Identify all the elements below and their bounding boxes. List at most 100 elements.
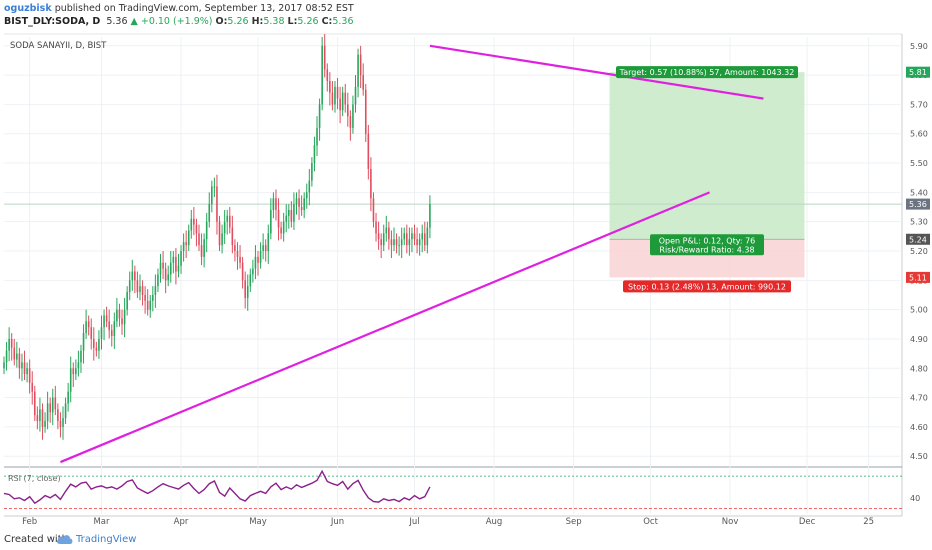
candle-body xyxy=(28,368,31,383)
candle-body xyxy=(357,54,359,87)
x-tick-label: May xyxy=(249,517,267,527)
candle-body xyxy=(108,321,110,331)
candle-body xyxy=(408,239,411,246)
candle-body xyxy=(41,409,44,427)
y-tick-label: 5.60 xyxy=(910,130,928,139)
candle-body xyxy=(231,227,234,246)
y-tick-label: 5.90 xyxy=(910,42,928,51)
candle-body xyxy=(216,186,218,222)
y-tick-label: 5.50 xyxy=(910,159,928,168)
y-tick-label: 5.00 xyxy=(910,306,928,315)
candle-body xyxy=(105,315,108,322)
candle-body xyxy=(177,265,180,272)
candle-body xyxy=(3,362,5,369)
candle-body xyxy=(423,233,426,246)
candle-body xyxy=(54,397,57,410)
publish-line: oguzbisk published on TradingView.com, S… xyxy=(4,2,354,15)
candle-body xyxy=(344,92,347,105)
rsi-line xyxy=(3,469,431,505)
candle-body xyxy=(164,268,167,281)
candle-body xyxy=(413,233,416,240)
target-label-box xyxy=(616,66,799,79)
y-tick-label: 4.90 xyxy=(910,335,928,344)
candle-body xyxy=(13,347,16,360)
candle-body xyxy=(193,218,195,225)
candle-body xyxy=(326,69,329,81)
resistance-trendline[interactable] xyxy=(429,44,764,100)
price-chart[interactable]: 4.504.604.704.804.905.005.105.205.305.40… xyxy=(0,0,932,530)
y-tick-label: 5.30 xyxy=(910,218,928,227)
candle-body xyxy=(359,54,362,76)
candle-body xyxy=(375,221,377,234)
candle-body xyxy=(236,251,239,257)
candle-body xyxy=(123,309,126,325)
candle-body xyxy=(139,286,141,293)
candle-body xyxy=(100,327,103,339)
target-label-text: Target: 0.57 (10.88%) 57, Amount: 1043.3… xyxy=(619,68,795,77)
candle-body xyxy=(426,227,429,246)
candle-body xyxy=(80,350,82,363)
candle-body xyxy=(385,227,388,234)
candle-body xyxy=(372,198,375,222)
candle-body xyxy=(64,403,67,419)
rsi-tick-label: 40 xyxy=(910,494,920,503)
candle-body xyxy=(72,368,75,375)
candle-body xyxy=(167,274,170,281)
pnl-label-text: Risk/Reward Ratio: 4.38 xyxy=(659,245,754,254)
candle-body xyxy=(157,274,159,287)
candle-body xyxy=(141,286,144,295)
candle-body xyxy=(400,239,403,246)
candle-body xyxy=(21,362,23,369)
candle-body xyxy=(62,418,64,427)
candle-body xyxy=(131,271,134,281)
price-flag-text: 5.36 xyxy=(909,200,927,209)
close-label: C: xyxy=(321,16,333,27)
candle-body xyxy=(57,409,59,422)
candle-body xyxy=(180,251,182,266)
candle-body xyxy=(67,391,69,404)
x-tick-label: Dec xyxy=(799,517,816,527)
tradingview-cloud-icon xyxy=(56,535,73,544)
candle-body xyxy=(51,397,54,413)
candle-body xyxy=(200,245,203,257)
high-label: H: xyxy=(251,16,264,27)
candle-body xyxy=(323,45,326,70)
candle-body xyxy=(103,315,105,328)
candle-body xyxy=(380,239,382,246)
candle-body xyxy=(352,104,354,128)
candle-body xyxy=(241,262,244,281)
candle-body xyxy=(213,186,216,188)
candle-body xyxy=(341,92,344,111)
candle-body xyxy=(69,368,72,392)
candle-body xyxy=(175,256,177,272)
candle-body xyxy=(93,338,95,348)
candle-body xyxy=(185,242,187,246)
author-link[interactable]: oguzbisk xyxy=(4,3,52,14)
candle-body xyxy=(190,218,193,231)
y-tick-label: 4.70 xyxy=(910,394,928,403)
candle-body xyxy=(169,262,172,275)
candle-body xyxy=(303,198,305,210)
candle-body xyxy=(136,280,139,293)
candle-body xyxy=(198,233,200,246)
candle-body xyxy=(118,309,121,319)
candle-body xyxy=(362,75,364,90)
footer: Created with TradingView xyxy=(0,530,932,550)
candle-body xyxy=(272,198,275,210)
candle-body xyxy=(275,198,277,210)
x-tick-label: Jun xyxy=(330,517,344,527)
candle-body xyxy=(382,233,385,246)
candle-body xyxy=(290,209,293,222)
candle-body xyxy=(218,221,221,246)
tradingview-brand[interactable]: TradingView xyxy=(76,534,137,545)
target-zone xyxy=(609,72,805,240)
support-trendline[interactable] xyxy=(60,191,710,464)
candle-body xyxy=(33,391,36,416)
y-tick-label: 5.20 xyxy=(910,247,928,256)
candle-body xyxy=(285,215,288,222)
symbol-label[interactable]: BIST_DLY:SODA, D xyxy=(4,16,101,27)
stop-label-box xyxy=(623,280,792,293)
price-flag xyxy=(906,233,930,245)
open-label: O: xyxy=(215,16,228,27)
candle-body xyxy=(267,233,270,251)
